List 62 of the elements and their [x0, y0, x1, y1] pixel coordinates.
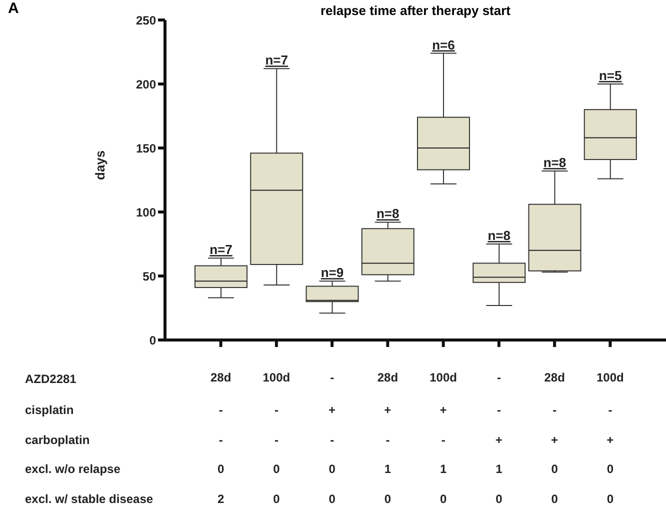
text: 1 — [494, 462, 504, 476]
text: 0 — [216, 462, 226, 476]
x-tick-label: - — [496, 370, 501, 385]
y-tick-label: 200 — [136, 77, 156, 92]
x-axis-title: AZD2281 — [25, 372, 76, 386]
text: 0 — [494, 492, 504, 506]
x-tick-label: - — [330, 370, 334, 385]
x-tick-label: 28d — [544, 370, 565, 385]
annotation: n=8 — [543, 155, 566, 170]
annotation: n=8 — [376, 206, 400, 222]
text: 1 — [438, 462, 448, 476]
text: - — [440, 432, 446, 446]
text: - — [552, 403, 558, 417]
text: 2 — [216, 492, 226, 506]
text: + — [550, 432, 560, 446]
y-tick-label: 0 — [149, 333, 156, 348]
chart-title: relapse time after therapy start — [319, 3, 512, 18]
x-tick-label: 100d — [596, 370, 624, 385]
text: - — [496, 403, 502, 417]
annotation: n=6 — [432, 37, 455, 52]
x-tick-label: 28d — [210, 370, 232, 385]
text: - — [329, 432, 336, 446]
text: 0 — [383, 492, 392, 506]
text: 0 — [550, 492, 559, 506]
text: 0 — [606, 492, 615, 506]
text: 1 — [383, 462, 392, 476]
text: 0 — [328, 462, 336, 476]
text: - — [273, 432, 280, 446]
annotation: n=9 — [320, 265, 344, 280]
y-tick-label: 100 — [136, 205, 156, 220]
x-tick-label: 100d — [262, 370, 290, 385]
text: excl. w/ stable disease — [25, 492, 154, 506]
x-tick-label: 100d — [430, 370, 457, 385]
text: + — [606, 432, 615, 446]
text: - — [384, 432, 391, 446]
text: - — [607, 403, 614, 417]
x-tick-label: 28d — [377, 370, 398, 385]
text: 0 — [438, 492, 448, 506]
text: cisplatin — [25, 403, 74, 417]
annotation: n=5 — [598, 68, 622, 83]
text: + — [494, 432, 504, 446]
text: A — [8, 0, 19, 17]
annotation: n=8 — [488, 228, 511, 243]
text: 0 — [328, 492, 336, 506]
text: + — [383, 403, 392, 417]
y-axis-title: days — [92, 150, 108, 180]
text: 0 — [272, 462, 281, 476]
text: - — [218, 403, 224, 417]
text: carboplatin — [25, 432, 90, 446]
text: - — [218, 432, 224, 446]
annotation: n=7 — [265, 52, 288, 68]
text: + — [328, 403, 337, 417]
text: 0 — [550, 462, 559, 476]
text: excl. w/o relapse — [25, 462, 120, 476]
text: - — [273, 403, 280, 417]
y-tick-label: 250 — [136, 13, 156, 28]
text: 0 — [272, 492, 281, 506]
text: 0 — [606, 462, 615, 476]
y-tick-label: 150 — [136, 141, 156, 156]
y-tick-label: 50 — [142, 269, 156, 284]
text: + — [438, 403, 448, 417]
annotation: n=7 — [210, 242, 232, 258]
